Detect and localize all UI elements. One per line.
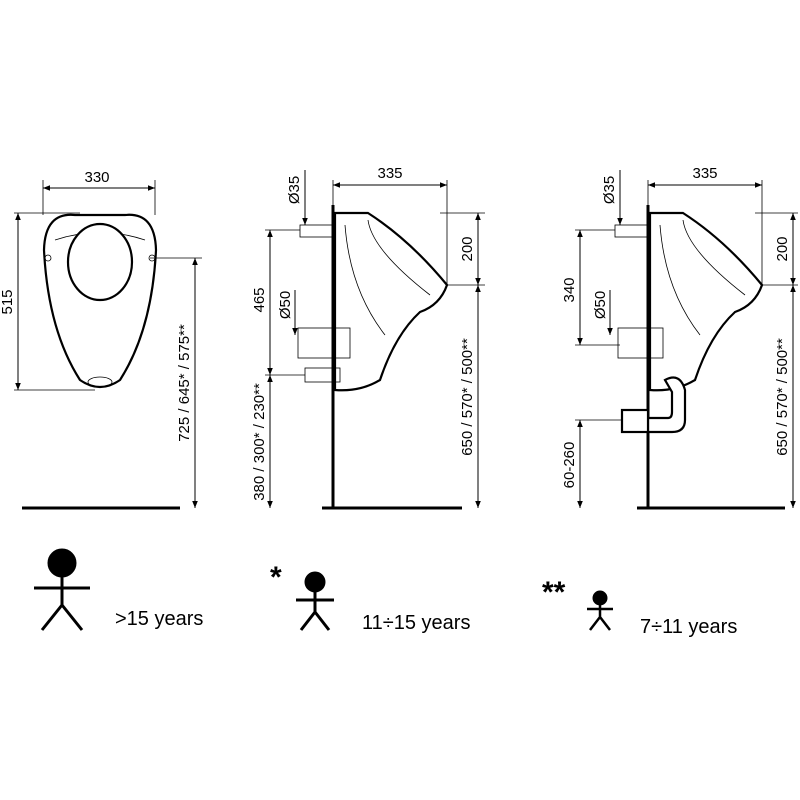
dim-width: 330 [84, 169, 109, 186]
dim-outlet-height: 380 / 300* / 230** [251, 383, 268, 501]
dim-mount-height: 725 / 645* / 575** [176, 324, 193, 442]
dim-depth: 335 [692, 165, 717, 182]
dim-inlet: Ø35 [601, 176, 618, 204]
dim-outlet: Ø50 [277, 291, 294, 319]
side-view: 335 Ø35 200 465 Ø50 380 / 300* / 230** 6… [251, 165, 485, 510]
legend-label: >15 years [115, 608, 203, 630]
legend-label: 7÷11 years [640, 616, 737, 638]
dim-inlet-outlet: 465 [251, 287, 268, 312]
dim-rim-height: 650 / 570* / 500** [459, 338, 476, 456]
dim-top: 200 [774, 236, 791, 261]
legend-label: 11÷15 years [362, 612, 470, 634]
dim-inlet: Ø35 [286, 176, 303, 204]
dim-rim-height: 650 / 570* / 500** [774, 338, 791, 456]
dim-depth: 335 [377, 165, 402, 182]
dim-inlet-outlet: 340 [561, 277, 578, 302]
dim-height: 515 [0, 289, 16, 314]
side-view-siphon: 335 Ø35 200 340 Ø50 60-260 650 / 570* / … [561, 165, 798, 510]
dim-top: 200 [459, 236, 476, 261]
legend-marker: * [270, 561, 282, 594]
dim-outlet-height: 60-260 [561, 442, 578, 489]
legend: >15 years * 11÷15 years ** 7÷11 years [34, 548, 737, 638]
legend-marker: ** [542, 576, 566, 609]
dim-outlet: Ø50 [592, 291, 609, 319]
front-view: 330 515 725 / 645* / 575** [0, 169, 202, 510]
